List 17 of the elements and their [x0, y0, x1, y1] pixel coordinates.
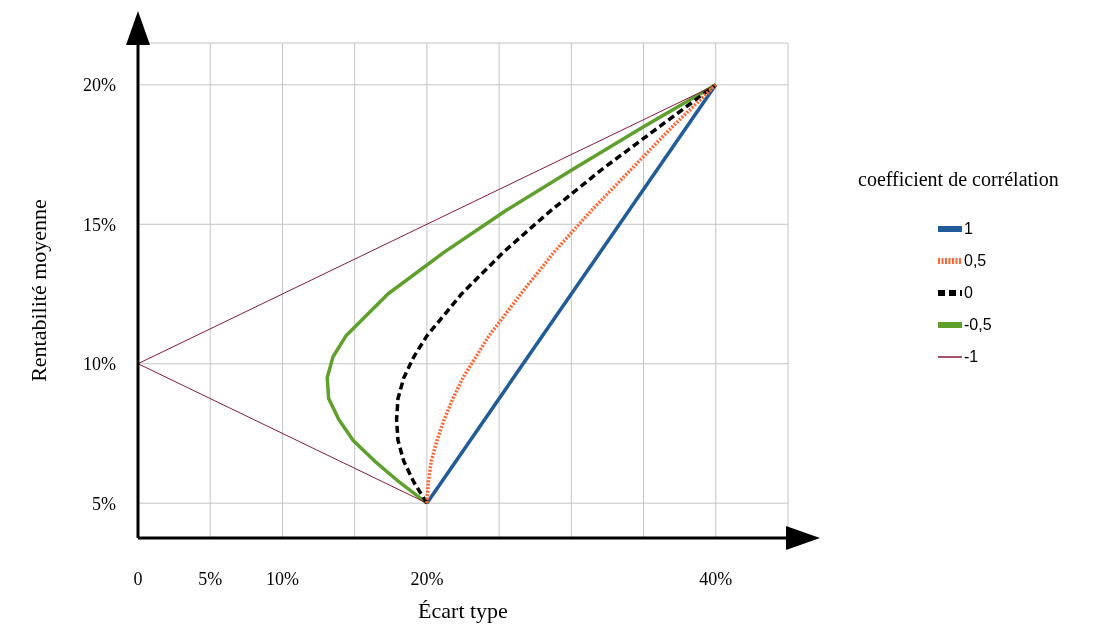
legend-label: 0,5 [964, 252, 987, 270]
legend-label: -0,5 [964, 316, 992, 334]
x-tick-label: 10% [265, 568, 299, 589]
x-tick-label: 20% [410, 568, 444, 589]
x-tick-label: 0 [133, 568, 143, 589]
y-tick-label: 15% [83, 214, 116, 235]
x-axis-title: Écart type [418, 598, 508, 623]
legend-label: -1 [964, 348, 979, 366]
legend-label: 0 [964, 284, 973, 302]
x-tick-label: 40% [699, 568, 733, 589]
y-axis-title: Rentabilité moyenne [25, 199, 51, 382]
x-tick-label: 5% [198, 568, 223, 589]
y-tick-label: 5% [92, 493, 116, 514]
legend-title: coefficient de corrélation [858, 168, 1060, 191]
y-tick-label: 20% [83, 75, 116, 96]
y-tick-label: 10% [83, 354, 116, 375]
legend-label: 1 [964, 220, 973, 238]
